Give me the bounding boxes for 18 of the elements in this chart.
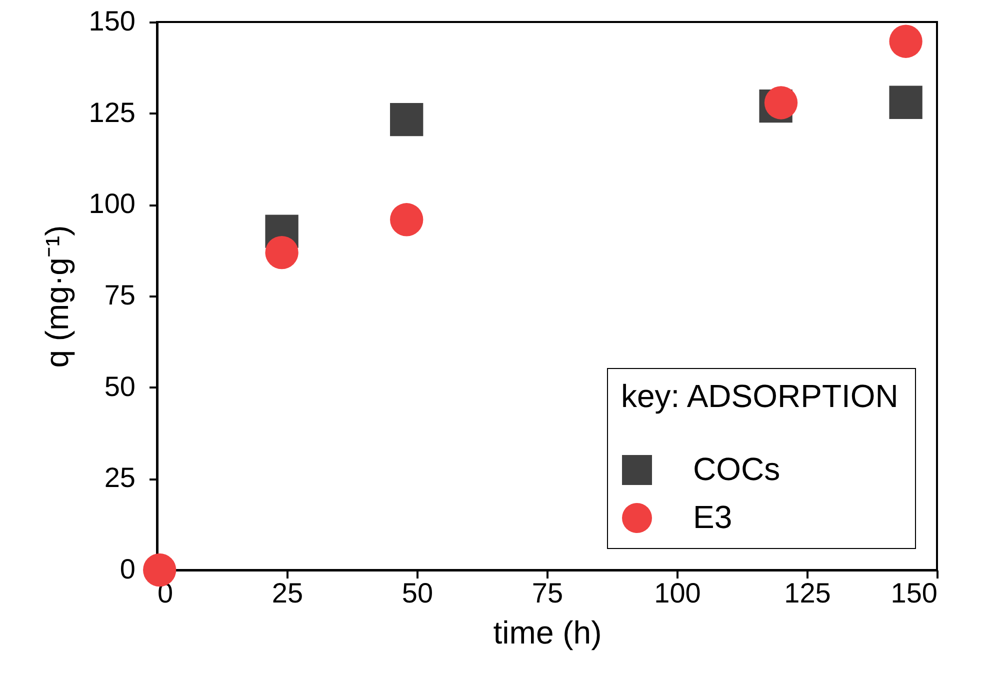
y-tick-label: 125 bbox=[88, 96, 136, 128]
x-tick-label: 100 bbox=[654, 578, 701, 608]
y-tick-label: 150 bbox=[88, 6, 136, 36]
x-tick-label: 125 bbox=[784, 578, 831, 608]
x-tick-label: 25 bbox=[272, 578, 304, 608]
y-tick-label: 100 bbox=[88, 188, 136, 220]
y-tick-label: 75 bbox=[104, 280, 136, 310]
x-axis-title: time (h) bbox=[493, 614, 602, 650]
y-tick-label: 0 bbox=[120, 554, 136, 584]
y-tick-label: 50 bbox=[104, 370, 136, 402]
y-tick-label: 25 bbox=[104, 462, 136, 494]
legend-title: key: ADSORPTION bbox=[621, 378, 898, 414]
y-axis-title: q (mg·g⁻¹) bbox=[38, 225, 75, 368]
x-tick-label: 50 bbox=[402, 578, 434, 608]
legend-label: E3 bbox=[693, 499, 732, 535]
legend-label: COCs bbox=[693, 451, 780, 487]
x-tick-label: 75 bbox=[532, 578, 564, 608]
x-tick-label: 150 bbox=[890, 578, 938, 608]
